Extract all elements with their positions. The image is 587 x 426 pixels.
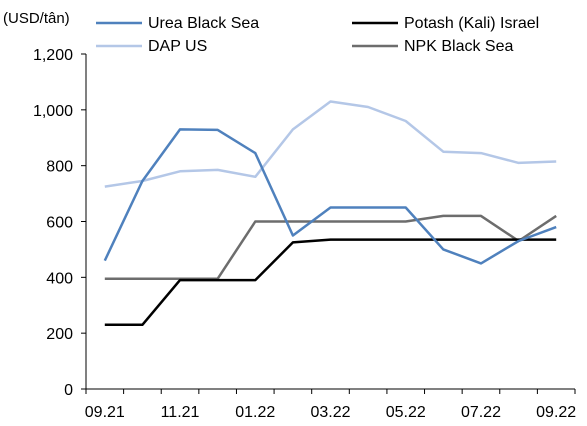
- y-tick-label: 400: [46, 270, 73, 287]
- y-tick-label: 1,200: [33, 47, 73, 64]
- y-tick-label: 0: [64, 382, 73, 399]
- series-line-urea-black-sea: [103, 128, 557, 265]
- x-tick-label: 01.22: [235, 404, 275, 421]
- y-tick-label: 200: [46, 326, 73, 343]
- y-tick-label: 800: [46, 159, 73, 176]
- x-tick-label: 07.22: [461, 404, 501, 421]
- series-line-dap-us: [104, 100, 557, 188]
- series-line-npk-black-sea: [104, 214, 557, 280]
- series-group: [103, 100, 557, 327]
- y-axis-unit-label: (USD/tân): [3, 10, 70, 27]
- x-tick-label: 09.21: [85, 404, 125, 421]
- legend-label-npk-black-sea: NPK Black Sea: [404, 38, 513, 55]
- x-tick-label: 09.22: [536, 404, 576, 421]
- legend-label-dap-us: DAP US: [148, 38, 207, 55]
- legend-label-potash-kali-israel: Potash (Kali) Israel: [404, 15, 539, 32]
- x-tick-label: 05.22: [386, 404, 426, 421]
- legend-label-urea-black-sea: Urea Black Sea: [148, 15, 259, 32]
- y-tick-label: 1,000: [33, 103, 73, 120]
- y-tick-label: 600: [46, 215, 73, 232]
- x-axis: 09.21 11.21 01.22 03.22 05.22 07.22 09.22: [85, 388, 576, 421]
- legend: Urea Black Sea Potash (Kali) Israel DAP US…: [96, 15, 539, 55]
- y-axis: 0 200 400 600 800 1,000 1,200: [33, 47, 87, 399]
- x-tick-label: 03.22: [310, 404, 350, 421]
- x-tick-label: 11.21: [161, 404, 200, 421]
- series-line-potash-kali-israel: [104, 238, 557, 327]
